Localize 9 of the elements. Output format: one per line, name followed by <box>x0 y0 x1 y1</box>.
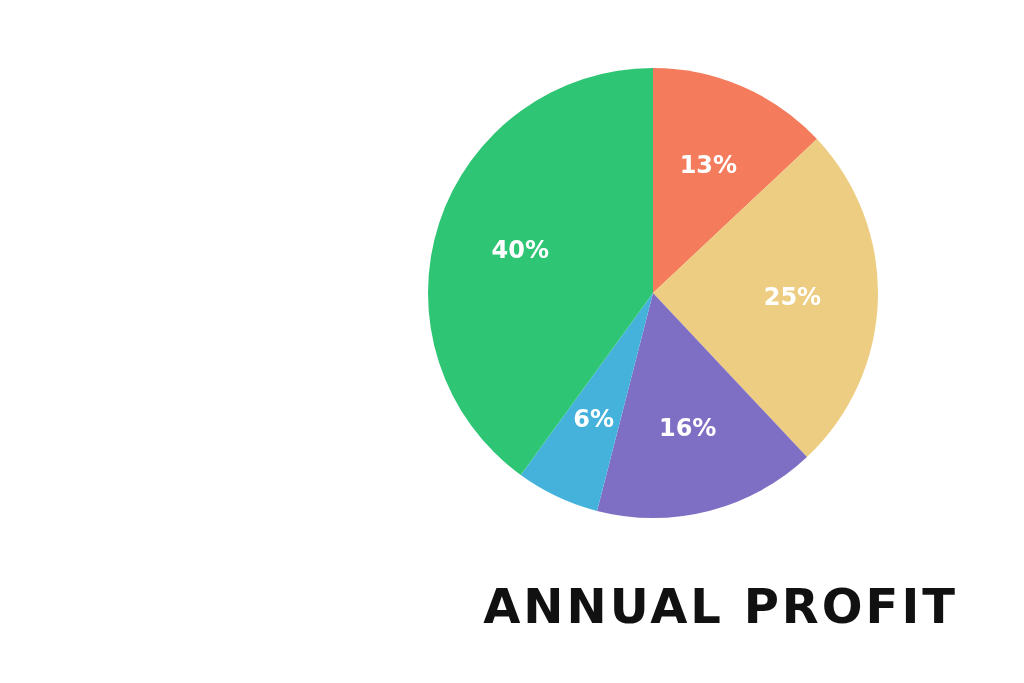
data-label: 6% <box>573 405 614 434</box>
pie-slice <box>428 68 653 476</box>
data-label: 40% <box>491 235 550 264</box>
pie-slice <box>653 138 878 458</box>
data-label: 25% <box>763 283 822 312</box>
pie-slice <box>520 293 653 511</box>
data-label: 13% <box>679 150 738 179</box>
text: ANNUAL PROFIT <box>483 578 958 634</box>
data-label: 16% <box>658 414 717 443</box>
